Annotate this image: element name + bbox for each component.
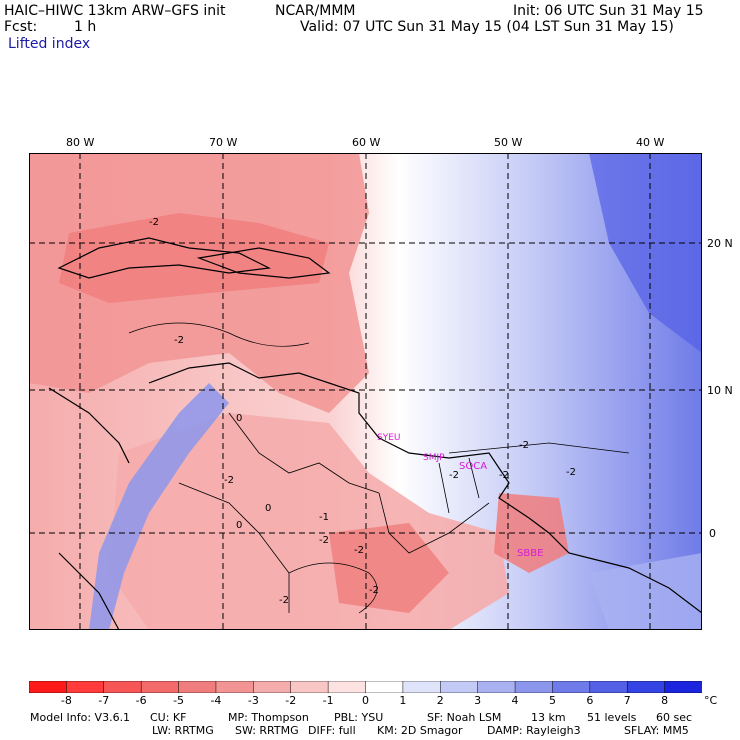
contour-label: -2 [566,467,576,478]
colorbar-tick-label: 1 [399,694,406,707]
colorbar-unit: °C [704,694,718,707]
footer-km: KM: 2D Smagor [377,724,463,737]
colorbar [29,681,702,693]
station-label-sbbe: SBBE [517,548,543,559]
init-time: Init: 06 UTC Sun 31 May 15 [513,3,704,19]
colorbar-tick-label: 0 [362,694,369,707]
colorbar-swatch [440,681,479,693]
colorbar-tick-label: -8 [61,694,72,707]
colorbar-tick-label: 5 [549,694,556,707]
map-frame [29,153,702,630]
colorbar-swatch [514,681,554,693]
footer-lw: LW: RRTMG [152,724,214,737]
colorbar-tick-label: -5 [173,694,184,707]
contour-label: 0 [236,413,242,424]
colorbar-swatch [589,681,628,693]
stable-region-atlantic [589,153,702,353]
lon-label-60w: 60 W [352,136,381,149]
contour-label: 0 [236,520,242,531]
colorbar-tick-label: 8 [661,694,668,707]
footer-mp: MP: Thompson [228,711,309,724]
footer-levels: 51 levels [587,711,637,724]
colorbar-tick-label: 6 [586,694,593,707]
contour-label: -2 [224,475,234,486]
model-title: HAIC–HIWC 13km ARW–GFS init [4,3,226,19]
contour-label: -2 [499,470,509,481]
footer-damp: DAMP: Rayleigh3 [487,724,581,737]
colorbar-tick-label: 2 [437,694,444,707]
colorbar-tick-label: -2 [285,694,296,707]
station-label-smjp: SMJP [423,453,445,463]
colorbar-tick-label: -7 [98,694,109,707]
footer-pbl: PBL: YSU [334,711,384,724]
lifted-index-map: -2 -2 -2 -2 -2 -2 -2 -2 -2 -2 -2 -1 0 0 … [29,153,702,630]
station-label-soca: SOCA [459,461,487,472]
contour-label: 0 [265,503,271,514]
colorbar-swatch [626,681,666,693]
colorbar-tick-label: 3 [474,694,481,707]
colorbar-swatch [215,681,255,693]
contour-label: -2 [449,470,459,481]
colorbar-swatch [140,681,180,693]
colorbar-swatch [29,681,68,693]
unstable-region-greater-antilles [59,213,329,303]
colorbar-swatch [477,681,516,693]
footer-resolution: 13 km [531,711,566,724]
colorbar-swatch [402,681,442,693]
colorbar-swatch [327,681,367,693]
valid-time: Valid: 07 UTC Sun 31 May 15 (04 LST Sun … [300,19,674,35]
colorbar-tick-label: -6 [136,694,147,707]
colorbar-swatch [365,681,404,693]
footer-diff: DIFF: full [308,724,356,737]
footer-cu: CU: KF [150,711,187,724]
lat-label-20n: 20 N [707,237,733,250]
lon-label-40w: 40 W [636,136,665,149]
contour-label: -2 [519,440,529,451]
contour-label: -2 [279,595,289,606]
lon-label-80w: 80 W [66,136,95,149]
footer-sflay: SFLAY: MM5 [624,724,689,737]
lat-label-10n: 10 N [707,384,733,397]
colorbar-swatch [552,681,591,693]
colorbar-tick-label: 7 [624,694,631,707]
colorbar-tick-label: -4 [210,694,221,707]
footer-timestep: 60 sec [656,711,693,724]
colorbar-ticks: -8 -7 -6 -5 -4 -3 -2 -1 0 1 2 3 4 5 6 7 8 °C [61,694,718,707]
forecast-label: Fcst: [4,19,38,35]
lon-label-50w: 50 W [494,136,523,149]
contour-label: -2 [369,585,379,596]
contour-label: -2 [174,335,184,346]
footer-sw: SW: RRTMG [235,724,299,737]
contour-label: -1 [319,512,329,523]
contour-label: -2 [319,535,329,546]
stable-region-southeast [589,553,702,630]
lat-label-0: 0 [709,527,716,540]
lat-lon-grid [29,153,702,630]
footer-model-info: Model Info: V3.6.1 [30,711,131,724]
coastlines [48,237,702,630]
colorbar-swatch [178,681,217,693]
colorbar-swatch [664,681,702,693]
colorbar-tick-label: -1 [323,694,334,707]
colorbar-swatch [103,681,142,693]
colorbar-swatch [66,681,105,693]
lon-label-70w: 70 W [209,136,238,149]
forecast-value: 1 h [74,19,97,35]
unstable-region-amazon [329,523,449,613]
stable-region-andes [89,383,229,630]
field-name: Lifted index [8,36,91,52]
contour-label: -2 [149,217,159,228]
colorbar-swatch [253,681,292,693]
colorbar-swatch [290,681,329,693]
station-label-syeu: SYEU [377,433,400,443]
colorbar-tick-label: 4 [512,694,519,707]
colorbar-tick-label: -3 [248,694,259,707]
footer-sf: SF: Noah LSM [427,711,502,724]
contour-lines [128,322,630,614]
contour-label: -2 [354,545,364,556]
org-label: NCAR/MMM [275,3,356,19]
